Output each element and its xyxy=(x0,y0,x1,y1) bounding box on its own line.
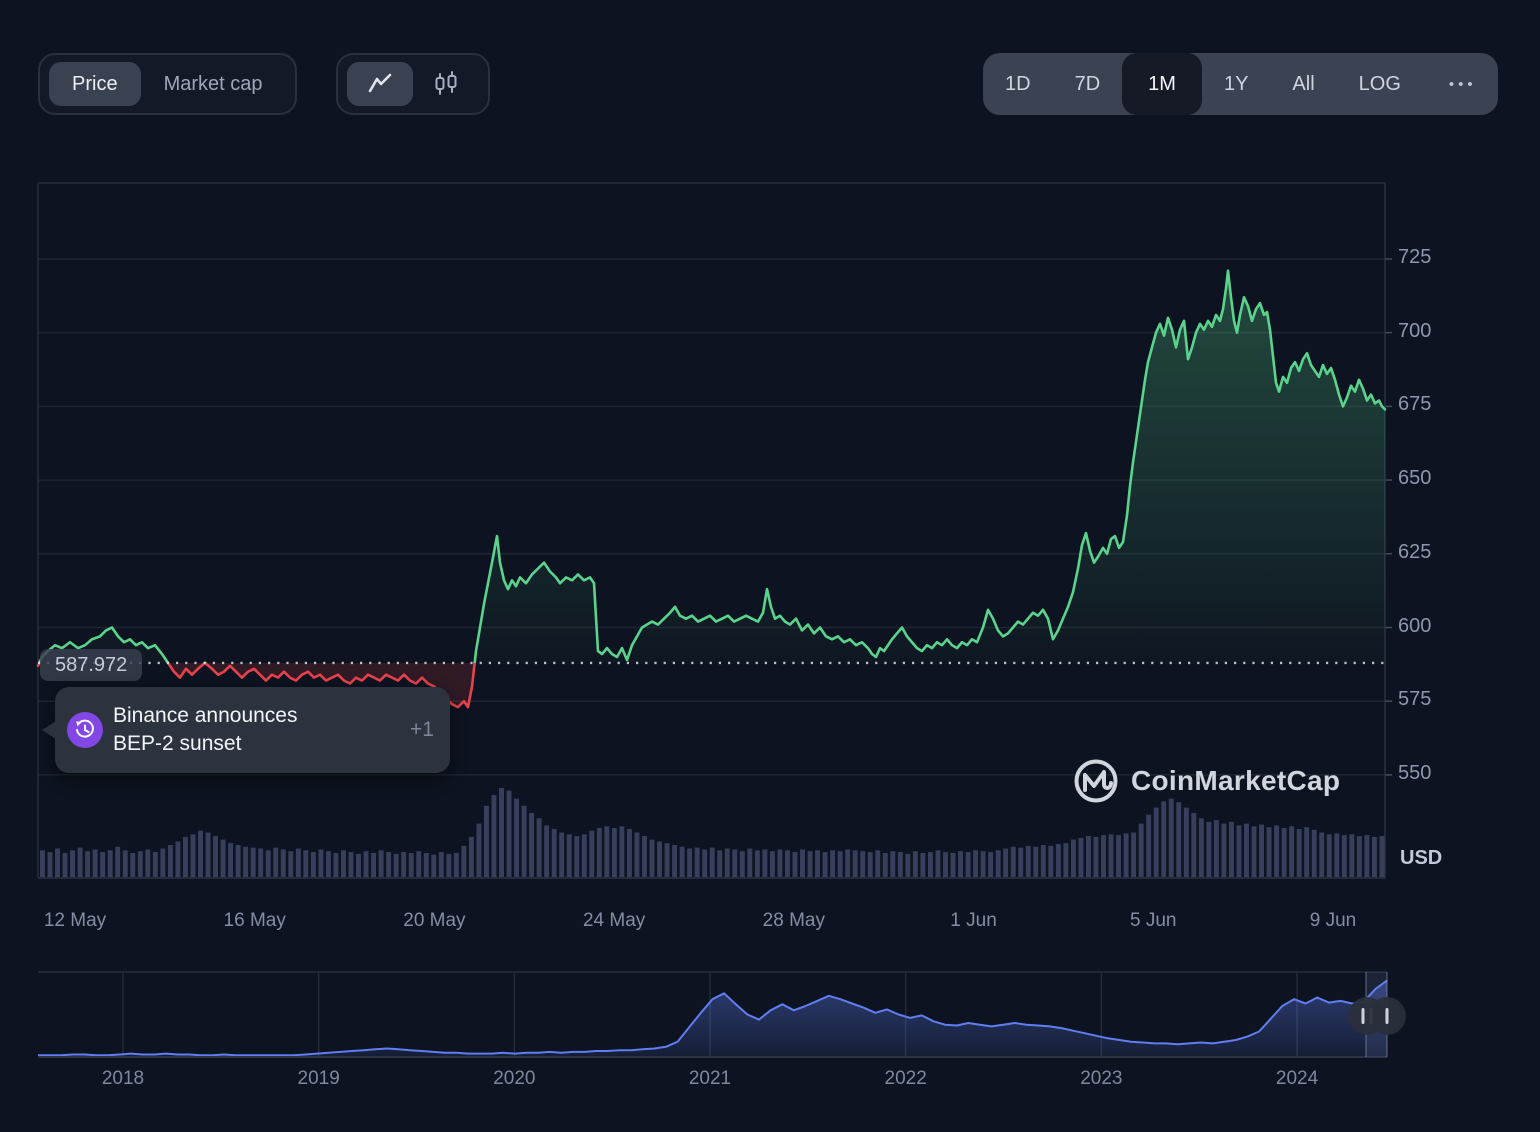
y-axis-tick-label: 725 xyxy=(1398,245,1432,268)
y-axis-tick-label: 700 xyxy=(1398,319,1432,342)
navigator-handle-right[interactable] xyxy=(1368,997,1406,1035)
x-axis-tick-label: 16 May xyxy=(223,910,286,931)
watermark-text: CoinMarketCap xyxy=(1131,765,1341,796)
baseline-price-label: 587.972 xyxy=(40,649,143,681)
metric-option-market-cap[interactable]: Market cap xyxy=(163,72,263,95)
price-series xyxy=(36,269,1387,709)
metric-option-price[interactable]: Price xyxy=(49,62,141,106)
navigator-year-label: 2024 xyxy=(1275,1068,1319,1089)
y-axis-tick-label: 575 xyxy=(1398,688,1432,711)
range-1y[interactable]: 1Y xyxy=(1223,72,1249,95)
navigator-year-label: 2022 xyxy=(884,1068,927,1089)
navigator-year-label: 2019 xyxy=(297,1068,340,1089)
currency-unit-label: USD xyxy=(1400,847,1443,869)
x-axis-tick-label: 5 Jun xyxy=(1130,910,1177,931)
chart-type-toggle xyxy=(336,53,490,115)
x-axis-tick-label: 1 Jun xyxy=(950,910,997,931)
timeline-navigator[interactable] xyxy=(38,971,1388,1058)
range-7d[interactable]: 7D xyxy=(1074,72,1101,95)
navigator-year-label: 2023 xyxy=(1080,1068,1123,1089)
annotation-count-badge: +1 xyxy=(410,718,434,741)
x-axis-tick-label: 20 May xyxy=(403,910,466,931)
x-axis-tick-label: 9 Jun xyxy=(1309,910,1357,931)
more-options-button[interactable]: ••• xyxy=(1448,75,1477,93)
candlestick-icon xyxy=(435,71,457,95)
y-axis-tick-label: 650 xyxy=(1398,467,1432,490)
navigator-year-label: 2018 xyxy=(101,1068,145,1089)
x-axis-tick-label: 28 May xyxy=(762,910,825,931)
range-1m[interactable]: 1M xyxy=(1122,53,1202,115)
metric-toggle: Price Market cap xyxy=(38,53,297,115)
history-icon xyxy=(67,712,103,748)
main-grid xyxy=(37,182,1392,879)
y-axis-tick-label: 675 xyxy=(1398,393,1432,416)
line-chart-icon xyxy=(368,73,392,93)
y-axis-tick-label: 625 xyxy=(1398,540,1432,563)
range-1d[interactable]: 1D xyxy=(1005,72,1031,95)
volume-bars xyxy=(40,788,1385,877)
log-scale-button[interactable]: LOG xyxy=(1358,72,1401,95)
tooltip-arrow xyxy=(42,721,56,739)
x-axis-tick-label: 12 May xyxy=(43,910,107,931)
range-selector: 1D 7D 1M 1Y All LOG ••• xyxy=(983,53,1498,115)
x-axis-tick-label: 24 May xyxy=(582,910,646,931)
annotation-title-line1: Binance announces xyxy=(113,704,298,727)
watermark: CoinMarketCap xyxy=(1072,757,1340,805)
navigator-year-label: 2020 xyxy=(493,1068,536,1089)
line-chart-icon-button[interactable] xyxy=(347,62,413,106)
range-all[interactable]: All xyxy=(1292,72,1315,95)
y-axis-tick-label: 600 xyxy=(1398,614,1432,637)
annotation-tooltip[interactable]: Binance announces BEP-2 sunset +1 xyxy=(42,687,450,773)
navigator-year-label: 2021 xyxy=(688,1068,732,1089)
y-axis-tick-label: 550 xyxy=(1398,761,1432,784)
annotation-title-line2: BEP-2 sunset xyxy=(113,732,242,755)
coinmarketcap-logo-icon xyxy=(1074,759,1118,803)
candlestick-chart-icon-button[interactable] xyxy=(413,62,479,106)
